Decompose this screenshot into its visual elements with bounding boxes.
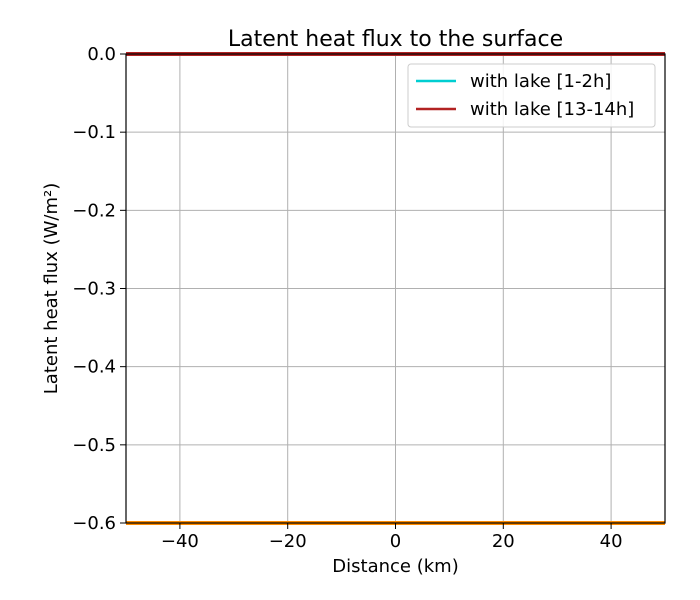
y-axis-label: Latent heat flux (W/m²): [41, 183, 62, 394]
legend-box: [407, 63, 656, 128]
y-tick-label: −0.3: [72, 279, 116, 300]
x-tick-label: −40: [161, 531, 199, 552]
y-tick-label: −0.4: [72, 357, 116, 378]
x-tick-label: −20: [269, 531, 307, 552]
y-tick-label: −0.2: [72, 200, 116, 221]
legend: with lake [1-2h] with lake [13-14h]: [407, 63, 656, 128]
chart-title: Latent heat flux to the surface: [228, 27, 563, 52]
y-tick-label: −0.1: [72, 122, 116, 143]
x-tick-label: 40: [600, 531, 623, 552]
legend-label: with lake [13-14h]: [470, 99, 634, 120]
x-tick-label: 0: [390, 531, 401, 552]
y-tick-label: −0.6: [72, 513, 116, 534]
y-tick-label: 0.0: [87, 44, 116, 65]
y-tick-label: −0.5: [72, 435, 116, 456]
legend-label: with lake [1-2h]: [470, 71, 611, 92]
axis-ticks: −40 −20 0 20 40 0.0 −0.1 −0.2 −0.3 −0.4 −0.5 −0.6: [72, 44, 622, 552]
x-tick-label: 20: [492, 531, 515, 552]
x-axis-label: Distance (km): [332, 556, 458, 577]
